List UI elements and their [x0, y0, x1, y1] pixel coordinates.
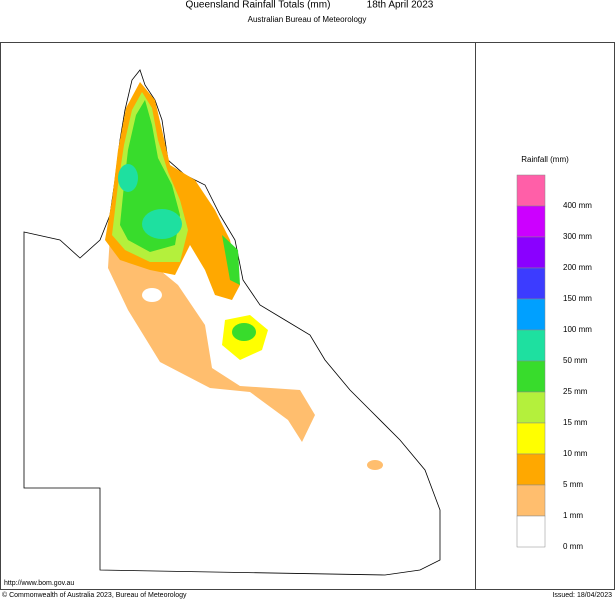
legend-swatch	[516, 205, 546, 238]
legend-label: 150 mm	[563, 294, 592, 303]
legend-label: 0 mm	[563, 542, 583, 551]
legend-label: 1 mm	[563, 511, 583, 520]
date: 18th April 2023	[367, 0, 434, 11]
title: Queensland Rainfall Totals (mm)	[186, 0, 331, 11]
rain-25-50	[232, 323, 256, 341]
rain-50-100	[118, 164, 138, 192]
legend-label: 200 mm	[563, 263, 592, 272]
legend: 400 mm 300 mm 200 mm 150 mm 100 mm 50 mm 25 mm…	[516, 174, 592, 551]
legend-swatch	[516, 174, 546, 207]
rain-1-5	[108, 235, 315, 442]
legend-swatch	[516, 515, 546, 548]
subtitle: Australian Bureau of Meteorology	[248, 15, 367, 24]
legend-swatch	[516, 391, 546, 424]
legend-label: 100 mm	[563, 325, 592, 334]
rain-50-100	[142, 209, 182, 239]
map	[23, 69, 441, 576]
legend-swatch	[516, 360, 546, 393]
rain-1-5	[367, 460, 383, 470]
legend-label: 10 mm	[563, 449, 588, 458]
legend-swatch	[516, 236, 546, 269]
legend-swatch	[516, 484, 546, 517]
legend-swatch	[516, 329, 546, 362]
legend-label: 400 mm	[563, 201, 592, 210]
dry-patch	[142, 288, 162, 302]
footer-copyright: © Commonwealth of Australia 2023, Bureau…	[2, 591, 187, 599]
rain-25-50	[222, 235, 240, 285]
legend-swatch	[516, 267, 546, 300]
legend-label: 15 mm	[563, 418, 588, 427]
legend-label: 300 mm	[563, 232, 592, 241]
footer-url: http://www.bom.gov.au	[4, 580, 74, 587]
footer-issued: Issued: 18/04/2023	[552, 592, 612, 599]
legend-label: 5 mm	[563, 480, 583, 489]
legend-swatch	[516, 453, 546, 486]
legend-label: 25 mm	[563, 387, 588, 396]
legend-swatch	[516, 422, 546, 455]
legend-swatch	[516, 298, 546, 331]
legend-title: Rainfall (mm)	[521, 155, 569, 164]
legend-label: 50 mm	[563, 356, 588, 365]
